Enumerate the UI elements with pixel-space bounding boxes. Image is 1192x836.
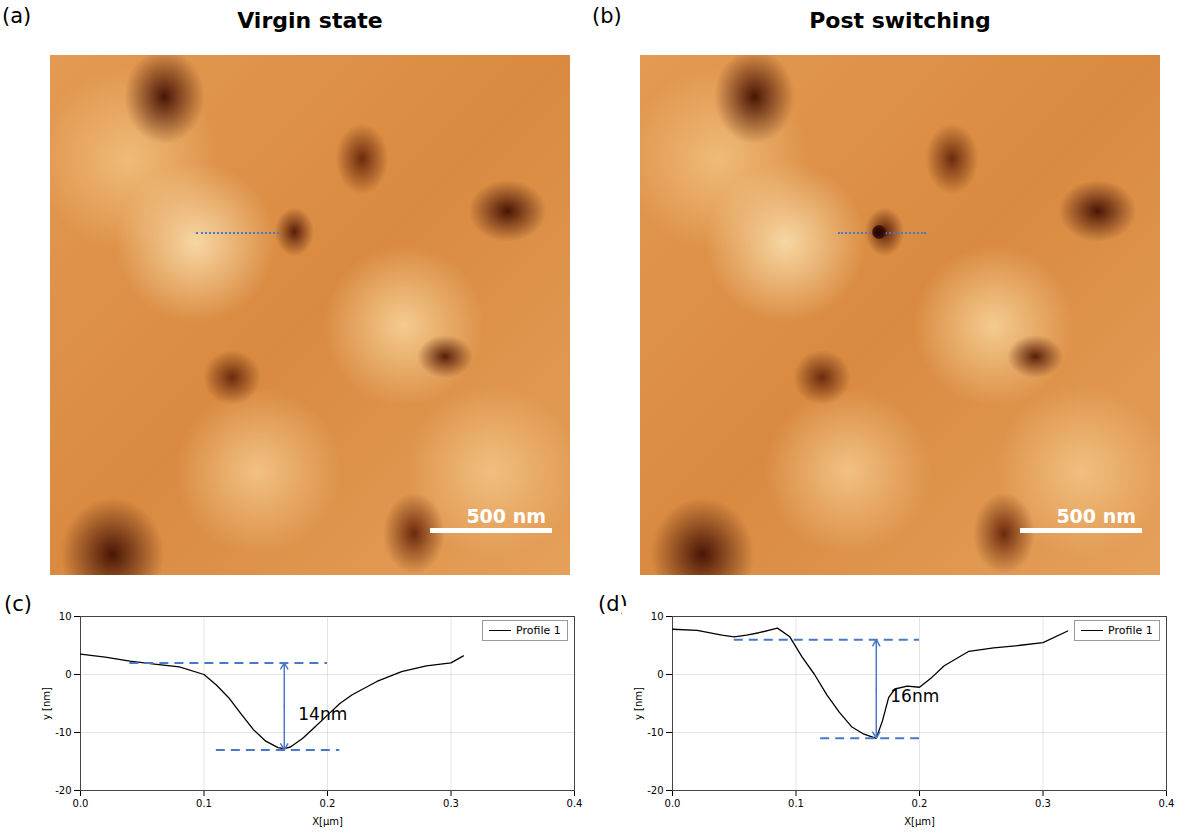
svg-text:0.1: 0.1: [788, 798, 804, 809]
svg-text:0.1: 0.1: [196, 798, 212, 809]
svg-text:0: 0: [65, 669, 71, 680]
svg-text:-10: -10: [647, 727, 663, 738]
svg-text:0: 0: [657, 669, 663, 680]
svg-text:y [nm]: y [nm]: [41, 687, 52, 720]
svg-text:0.2: 0.2: [320, 798, 336, 809]
html-text:Profile 1: Profile 1: [516, 624, 561, 637]
svg-text:0.4: 0.4: [1159, 798, 1175, 809]
html-text:(b): (b): [592, 4, 622, 28]
svg-text:-20: -20: [55, 785, 71, 796]
svg-text:-10: -10: [55, 727, 71, 738]
svg-text:-20: -20: [647, 785, 663, 796]
svg-text:X[µm]: X[µm]: [312, 816, 343, 827]
html-text:(c): (c): [4, 592, 32, 616]
svg-text:10: 10: [59, 611, 72, 622]
svg-text:14nm: 14nm: [298, 704, 347, 724]
html-text:Post switching: Post switching: [809, 8, 991, 33]
svg-text:0.4: 0.4: [567, 798, 583, 809]
html-text:Profile 1: Profile 1: [1108, 624, 1153, 637]
svg-text:X[µm]: X[µm]: [904, 816, 935, 827]
html-text:500 nm: 500 nm: [1056, 505, 1136, 527]
svg-text:0.2: 0.2: [912, 798, 928, 809]
html-text:(a): (a): [2, 4, 32, 28]
svg-text:0.0: 0.0: [73, 798, 89, 809]
html-text:Virgin state: Virgin state: [237, 8, 383, 33]
svg-text:16nm: 16nm: [890, 686, 939, 706]
html-text:500 nm: 500 nm: [466, 505, 546, 527]
svg-text:0.3: 0.3: [1035, 798, 1051, 809]
html-text:(d): (d): [598, 592, 628, 616]
svg-text:0.0: 0.0: [665, 798, 681, 809]
svg-text:0.3: 0.3: [443, 798, 459, 809]
svg-text:y [nm]: y [nm]: [633, 687, 644, 720]
svg-text:10: 10: [651, 611, 664, 622]
